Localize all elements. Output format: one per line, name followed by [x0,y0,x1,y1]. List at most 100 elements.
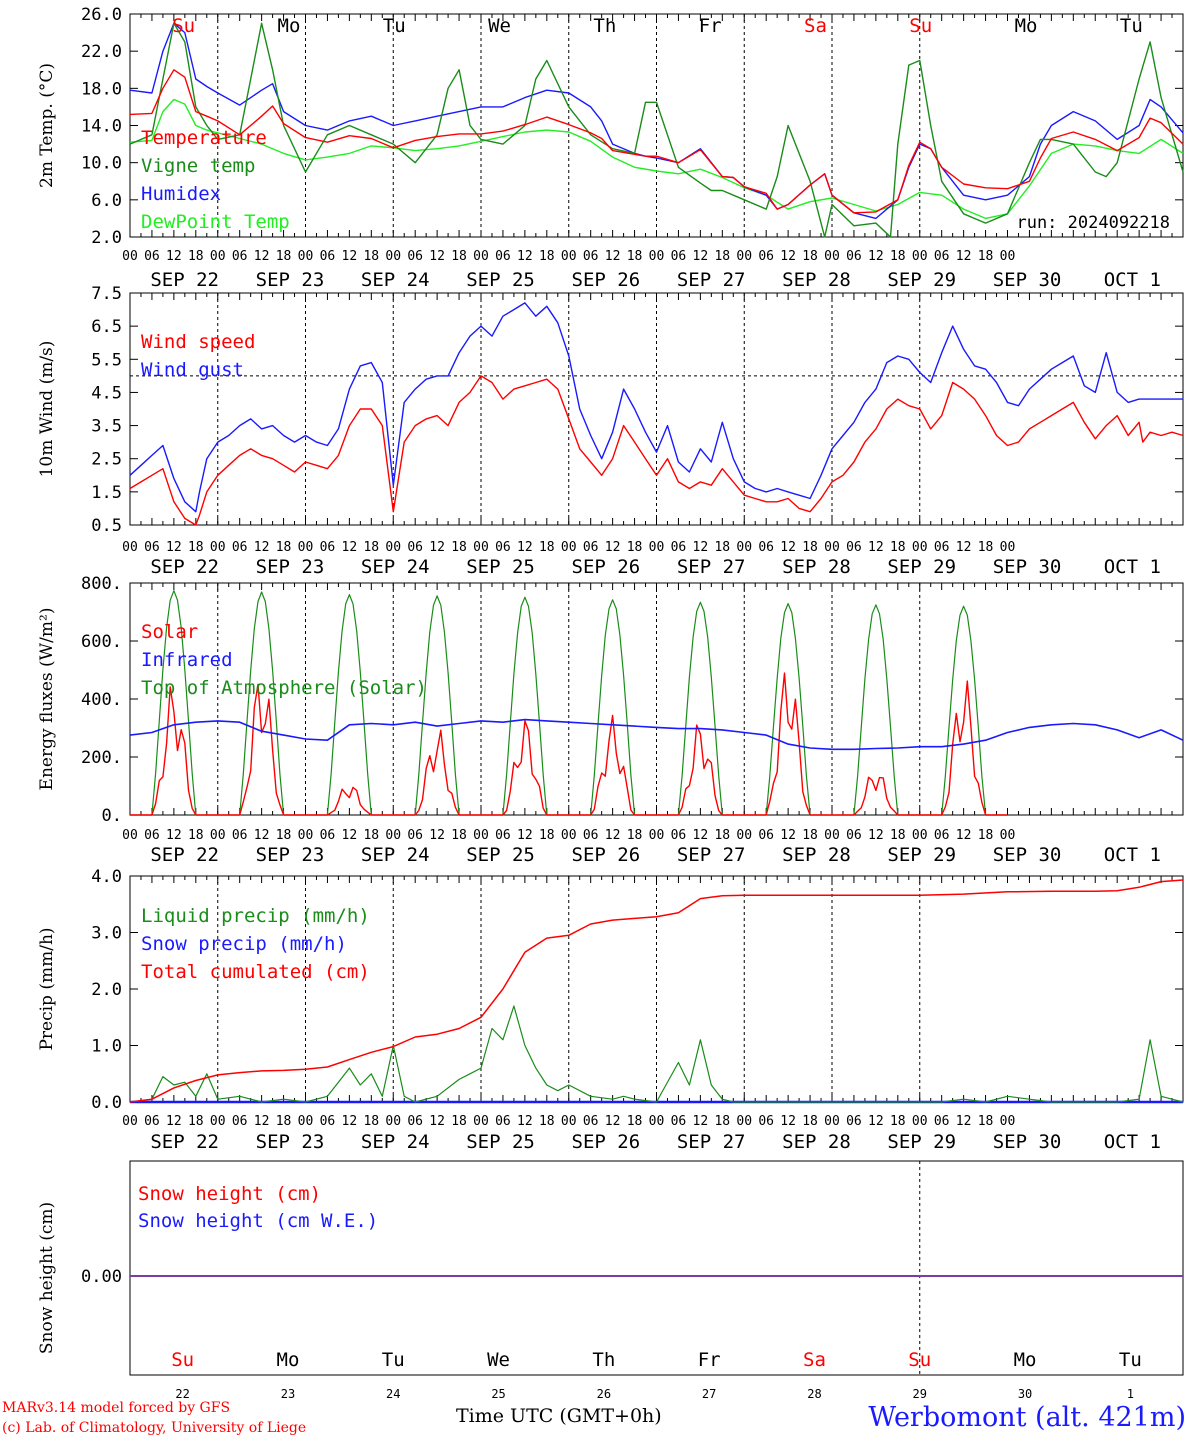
time-axis-label: Time UTC (GMT+0h) [456,1405,662,1427]
hour-tick-label: 18 [978,249,994,264]
hour-tick-label: 00 [736,828,752,843]
hour-tick-label: 00 [1000,249,1016,264]
day-number-label: 30 [1018,1387,1032,1401]
weekday-label: Su [171,1349,194,1371]
y-tick-label: 26.0 [81,5,122,25]
hour-tick-label: 00 [1000,828,1016,843]
hour-tick-label: 18 [714,249,730,264]
hour-tick-label: 18 [978,828,994,843]
hour-tick-label: 18 [276,1114,292,1129]
series-infrared [129,718,1184,751]
hour-tick-label: 18 [276,540,292,555]
hour-tick-label: 06 [846,249,862,264]
y-tick-label: 4.5 [91,383,122,403]
hour-tick-label: 18 [714,828,730,843]
day-number-label: 27 [702,1387,716,1401]
date-label: SEP 27 [677,269,746,291]
hour-tick-label: 06 [407,540,423,555]
hour-tick-label: 12 [254,1114,270,1129]
y-tick-label: 18.0 [81,79,122,99]
hour-tick-label: 12 [517,1114,533,1129]
panel-precip [129,875,1184,1104]
hour-tick-label: 12 [166,249,182,264]
hour-tick-label: 18 [451,540,467,555]
hour-tick-label: 18 [539,540,555,555]
y-tick-label: 3.5 [91,417,122,437]
hour-tick-label: 18 [627,540,643,555]
hour-tick-label: 12 [166,1114,182,1129]
hour-tick-label: 06 [495,828,511,843]
date-label: SEP 22 [150,269,219,291]
date-label: SEP 22 [150,844,219,866]
hour-tick-label: 12 [868,1114,884,1129]
hour-tick-label: 18 [890,1114,906,1129]
series-solar [130,672,1008,816]
weekday-label: Tu [382,1349,405,1371]
hour-tick-label: 18 [978,1114,994,1129]
hour-tick-label: 18 [627,1114,643,1129]
hour-tick-label: 00 [210,1114,226,1129]
date-label: SEP 25 [466,1131,535,1153]
hour-tick-label: 18 [714,540,730,555]
legend-wind-speed: Wind speed [141,331,255,353]
y-tick-label: 800. [81,574,122,594]
date-label: SEP 28 [782,1131,851,1153]
y-tick-label: 400. [81,690,122,710]
hour-tick-label: 06 [758,249,774,264]
legend-top-of-atmosphere-solar-: Top of Atmosphere (Solar) [141,677,427,699]
y-axis-title: Energy fluxes (W/m²) [37,608,57,791]
hour-tick-label: 00 [385,828,401,843]
legend-wind-gust: Wind gust [141,359,244,381]
hour-tick-label: 00 [649,540,665,555]
y-axis-title: 10m Wind (m/s) [37,341,57,478]
hour-tick-label: 18 [802,249,818,264]
y-tick-label: 22.0 [81,42,122,62]
hour-tick-label: 06 [934,828,950,843]
hour-tick-label: 00 [385,540,401,555]
hour-tick-label: 00 [561,540,577,555]
date-label: SEP 23 [256,844,325,866]
hour-tick-label: 00 [385,1114,401,1129]
y-tick-label: 0. [102,806,122,826]
weekday-label: Su [172,15,195,37]
legend-snow-height-cm-w-e-: Snow height (cm W.E.) [138,1210,378,1232]
panel-energy [129,582,1184,816]
y-tick-label: 2.5 [91,450,122,470]
hour-tick-label: 06 [495,249,511,264]
hour-tick-label: 00 [824,249,840,264]
hour-tick-label: 06 [758,828,774,843]
hour-tick-label: 06 [407,249,423,264]
hour-tick-label: 06 [144,828,160,843]
hour-tick-label: 12 [693,249,709,264]
hour-tick-label: 00 [736,540,752,555]
hour-tick-label: 12 [956,1114,972,1129]
date-label: OCT 1 [1104,1131,1161,1153]
weekday-label: Fr [699,15,722,37]
weekday-label: Sa [803,1349,826,1371]
hour-tick-label: 18 [276,249,292,264]
y-tick-label: 6.5 [91,317,122,337]
hour-tick-label: 12 [780,1114,796,1129]
hour-tick-label: 18 [802,540,818,555]
hour-tick-label: 12 [342,828,358,843]
weekday-label: Mo [1014,1349,1037,1371]
date-label: SEP 26 [572,556,641,578]
hour-tick-label: 12 [693,1114,709,1129]
hour-tick-label: 00 [824,1114,840,1129]
legend-total-cumulated-cm-: Total cumulated (cm) [141,961,370,983]
y-tick-label: 14.0 [81,117,122,137]
weekday-label: Tu [1119,1349,1142,1371]
y-tick-label: 0.00 [81,1267,122,1287]
hour-tick-label: 00 [912,828,928,843]
date-label: SEP 27 [677,844,746,866]
y-tick-label: 1.0 [91,1037,122,1057]
hour-tick-label: 00 [473,249,489,264]
hour-tick-label: 06 [495,1114,511,1129]
hour-tick-label: 00 [122,1114,138,1129]
weekday-label: Su [908,1349,931,1371]
y-tick-label: 1.5 [91,483,122,503]
hour-tick-label: 00 [1000,1114,1016,1129]
hour-tick-label: 00 [122,540,138,555]
hour-tick-label: 00 [736,1114,752,1129]
panel-frame [129,13,1184,238]
